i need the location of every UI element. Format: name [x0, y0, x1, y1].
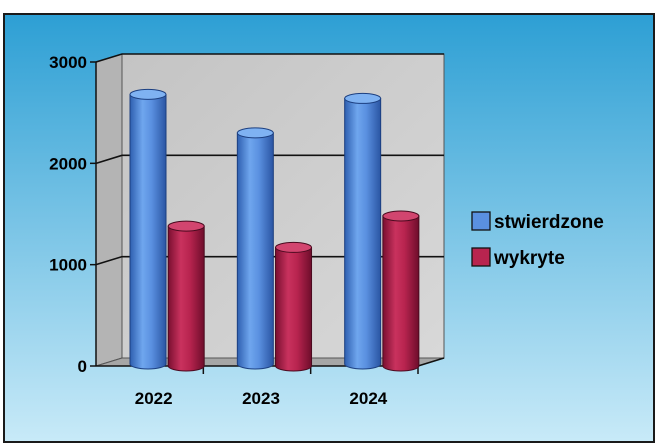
legend-swatch-stwierdzone [471, 211, 491, 231]
bar-body [129, 93, 167, 370]
bar-wykryte-2024 [382, 210, 420, 372]
x-tick-label: 2024 [349, 389, 387, 408]
bar-stwierdzone-2023 [236, 127, 274, 370]
plot-area: 0 1000 2000 3000 2022 2023 2024 [49, 53, 445, 408]
bar-top [382, 210, 420, 222]
bar-stwierdzone-2022 [129, 88, 167, 370]
gridline [95, 154, 444, 165]
bar-top [236, 127, 274, 139]
x-tick-label: 2022 [135, 389, 173, 408]
bar-stwierdzone-2024 [344, 92, 382, 370]
bar-body [275, 246, 313, 372]
x-axis-end [417, 357, 445, 367]
bar-body [382, 215, 420, 372]
bar-top [275, 241, 313, 253]
side-wall [95, 53, 123, 367]
bar-wykryte-2022 [167, 220, 205, 372]
legend-label-wykryte: wykryte [493, 248, 565, 269]
bar-body [344, 97, 382, 370]
gridline [95, 255, 444, 266]
legend: stwierdzone wykryte [471, 211, 604, 269]
bar-wykryte-2023 [275, 241, 313, 372]
bar-top [167, 220, 205, 232]
gridline [95, 53, 444, 63]
bar-top [344, 92, 382, 104]
y-tick-label: 0 [78, 357, 87, 376]
bar-top [129, 88, 167, 100]
legend-swatch-wykryte [471, 247, 491, 267]
bar-body [236, 132, 274, 370]
y-tick-label: 1000 [49, 256, 87, 275]
legend-label-stwierdzone: stwierdzone [494, 212, 604, 233]
y-tick-label: 3000 [49, 53, 87, 72]
y-tick-label: 2000 [49, 154, 87, 173]
x-tick-label: 2023 [242, 389, 280, 408]
bar-body [167, 225, 205, 372]
